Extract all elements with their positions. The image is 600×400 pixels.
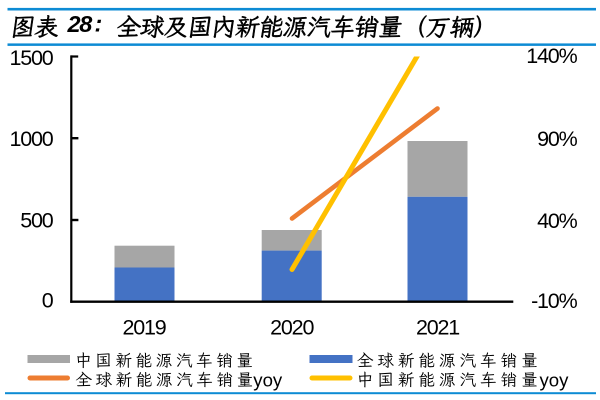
svg-text:2019: 2019: [122, 315, 165, 339]
svg-text:40%: 40%: [537, 209, 578, 233]
svg-text:yoy: yoy: [253, 370, 283, 391]
svg-text::: :: [95, 11, 103, 37]
svg-text:yoy: yoy: [540, 370, 570, 391]
svg-text:140%: 140%: [526, 44, 577, 68]
svg-text:0: 0: [42, 289, 54, 313]
svg-text:1500: 1500: [9, 46, 53, 70]
svg-text:2021: 2021: [416, 315, 459, 339]
svg-text:500: 500: [20, 209, 54, 233]
svg-text:2020: 2020: [270, 315, 314, 339]
svg-text:-10%: -10%: [531, 289, 577, 313]
svg-text:90%: 90%: [537, 127, 578, 151]
svg-text:1000: 1000: [9, 127, 53, 151]
svg-text:28: 28: [67, 11, 94, 37]
